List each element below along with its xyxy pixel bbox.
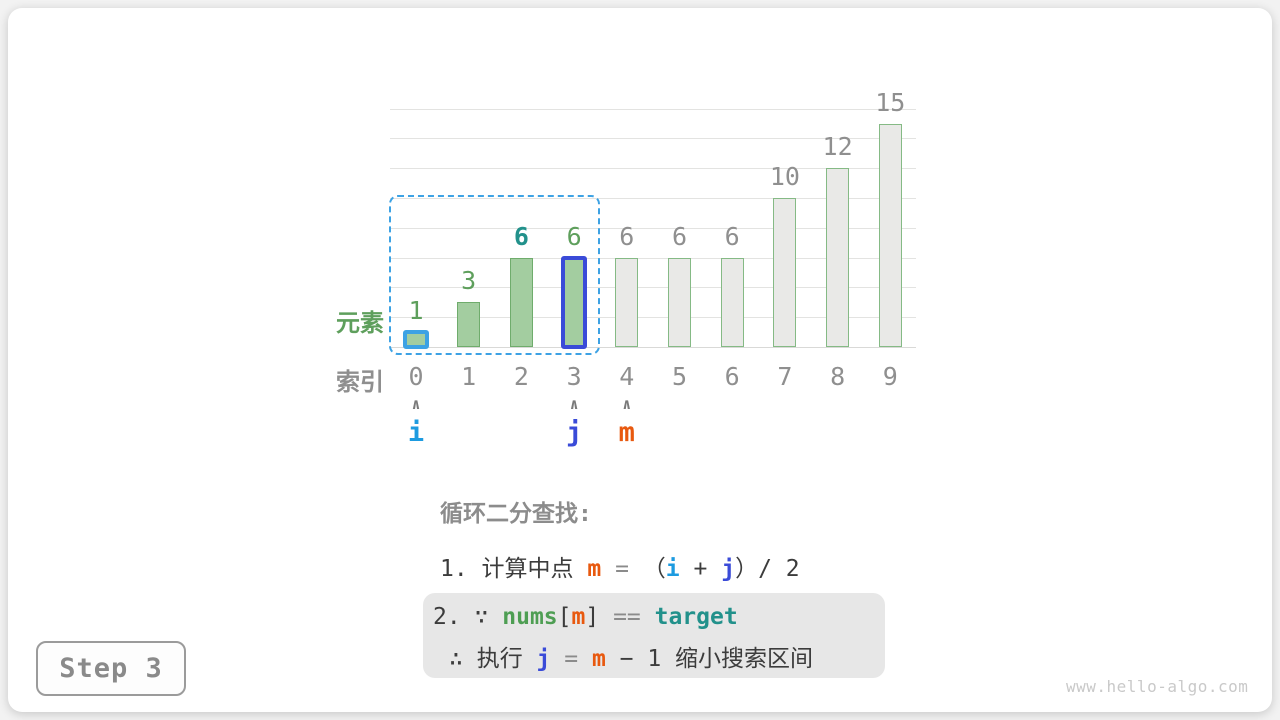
index-label: 2	[513, 362, 529, 391]
bar	[668, 257, 691, 347]
search-range-box	[389, 195, 601, 355]
pointer-caret: ∧	[569, 395, 579, 413]
code-segment: m	[571, 604, 586, 630]
bar-value-label: 6	[513, 221, 529, 251]
bar-value-label: 6	[566, 221, 582, 251]
pointer-caret: ∧	[411, 395, 421, 413]
gridline	[390, 108, 916, 110]
caption-step-2-condition: 2. ∵ nums[m] == target	[433, 604, 738, 630]
index-label: 9	[882, 362, 898, 391]
x-axis-label: 索引	[336, 368, 384, 396]
watermark: www.hello-algo.com	[1066, 677, 1249, 696]
bar	[615, 257, 639, 347]
axis-baseline	[390, 347, 916, 348]
gridline	[390, 138, 916, 140]
code-segment: +	[679, 556, 722, 582]
gridline	[390, 257, 916, 259]
bar	[457, 302, 481, 347]
bar-value-label: 1	[408, 296, 424, 326]
gridline	[390, 168, 916, 170]
code-segment: ∴ 执行	[449, 646, 537, 672]
code-segment: （	[642, 556, 666, 582]
pointer-label-i: i	[407, 417, 425, 448]
index-label: 5	[671, 362, 688, 391]
bar	[826, 168, 850, 347]
bar-value-label: 12	[822, 132, 853, 162]
bar	[561, 255, 588, 349]
pointer-caret: ∧	[622, 395, 632, 413]
gridline	[390, 227, 916, 229]
gridline	[390, 198, 916, 199]
code-segment: ]	[585, 604, 614, 630]
bar	[509, 257, 533, 347]
index-label: 3	[566, 362, 582, 391]
code-segment: [	[557, 604, 572, 630]
bar-value-label: 6	[671, 221, 688, 251]
bar	[720, 257, 744, 347]
step-badge: Step 3	[36, 641, 186, 696]
code-segment: i	[665, 556, 680, 582]
code-segment: m	[591, 646, 606, 672]
bar-value-label: 3	[461, 266, 477, 296]
code-segment: m	[587, 556, 602, 582]
code-segment: ）/ 2	[735, 556, 800, 582]
code-segment: ==	[613, 604, 655, 630]
pointer-label-j: j	[565, 417, 583, 448]
gridline	[390, 287, 916, 289]
index-label: 0	[408, 362, 424, 391]
index-label: 4	[619, 362, 635, 391]
code-segment: − 1 缩小搜索区间	[605, 646, 814, 672]
code-segment: j	[721, 556, 736, 582]
caption-step-1: 1. 计算中点 m = （i + j）/ 2	[440, 549, 800, 583]
index-label: 7	[777, 362, 793, 391]
bar	[403, 330, 429, 349]
bar-value-label: 15	[875, 87, 906, 117]
bar	[878, 123, 902, 347]
caption-step-2-action: ∴ 执行 j = m − 1 缩小搜索区间	[449, 639, 813, 673]
bar-value-label: 6	[724, 221, 740, 251]
code-segment: j	[536, 646, 551, 672]
bar-value-label: 6	[619, 221, 635, 251]
code-segment: =	[550, 646, 592, 672]
index-label: 8	[830, 362, 846, 391]
bar	[773, 198, 797, 347]
gridline	[390, 317, 916, 319]
index-label: 6	[724, 362, 740, 391]
caption-step-2-box: 2. ∵ nums[m] == target ∴ 执行 j = m − 1 缩小…	[423, 593, 885, 678]
y-axis-label: 元素	[336, 309, 384, 337]
code-segment: nums	[502, 604, 558, 630]
code-segment: 2. ∵	[433, 604, 503, 630]
index-label: 1	[461, 362, 477, 391]
pointer-label-m: m	[618, 417, 635, 448]
bar-value-label: 10	[769, 162, 800, 191]
caption-title: 循环二分查找:	[440, 501, 592, 527]
code-segment: target	[654, 604, 738, 630]
code-segment: 1. 计算中点	[440, 556, 588, 582]
code-segment: =	[601, 556, 643, 582]
